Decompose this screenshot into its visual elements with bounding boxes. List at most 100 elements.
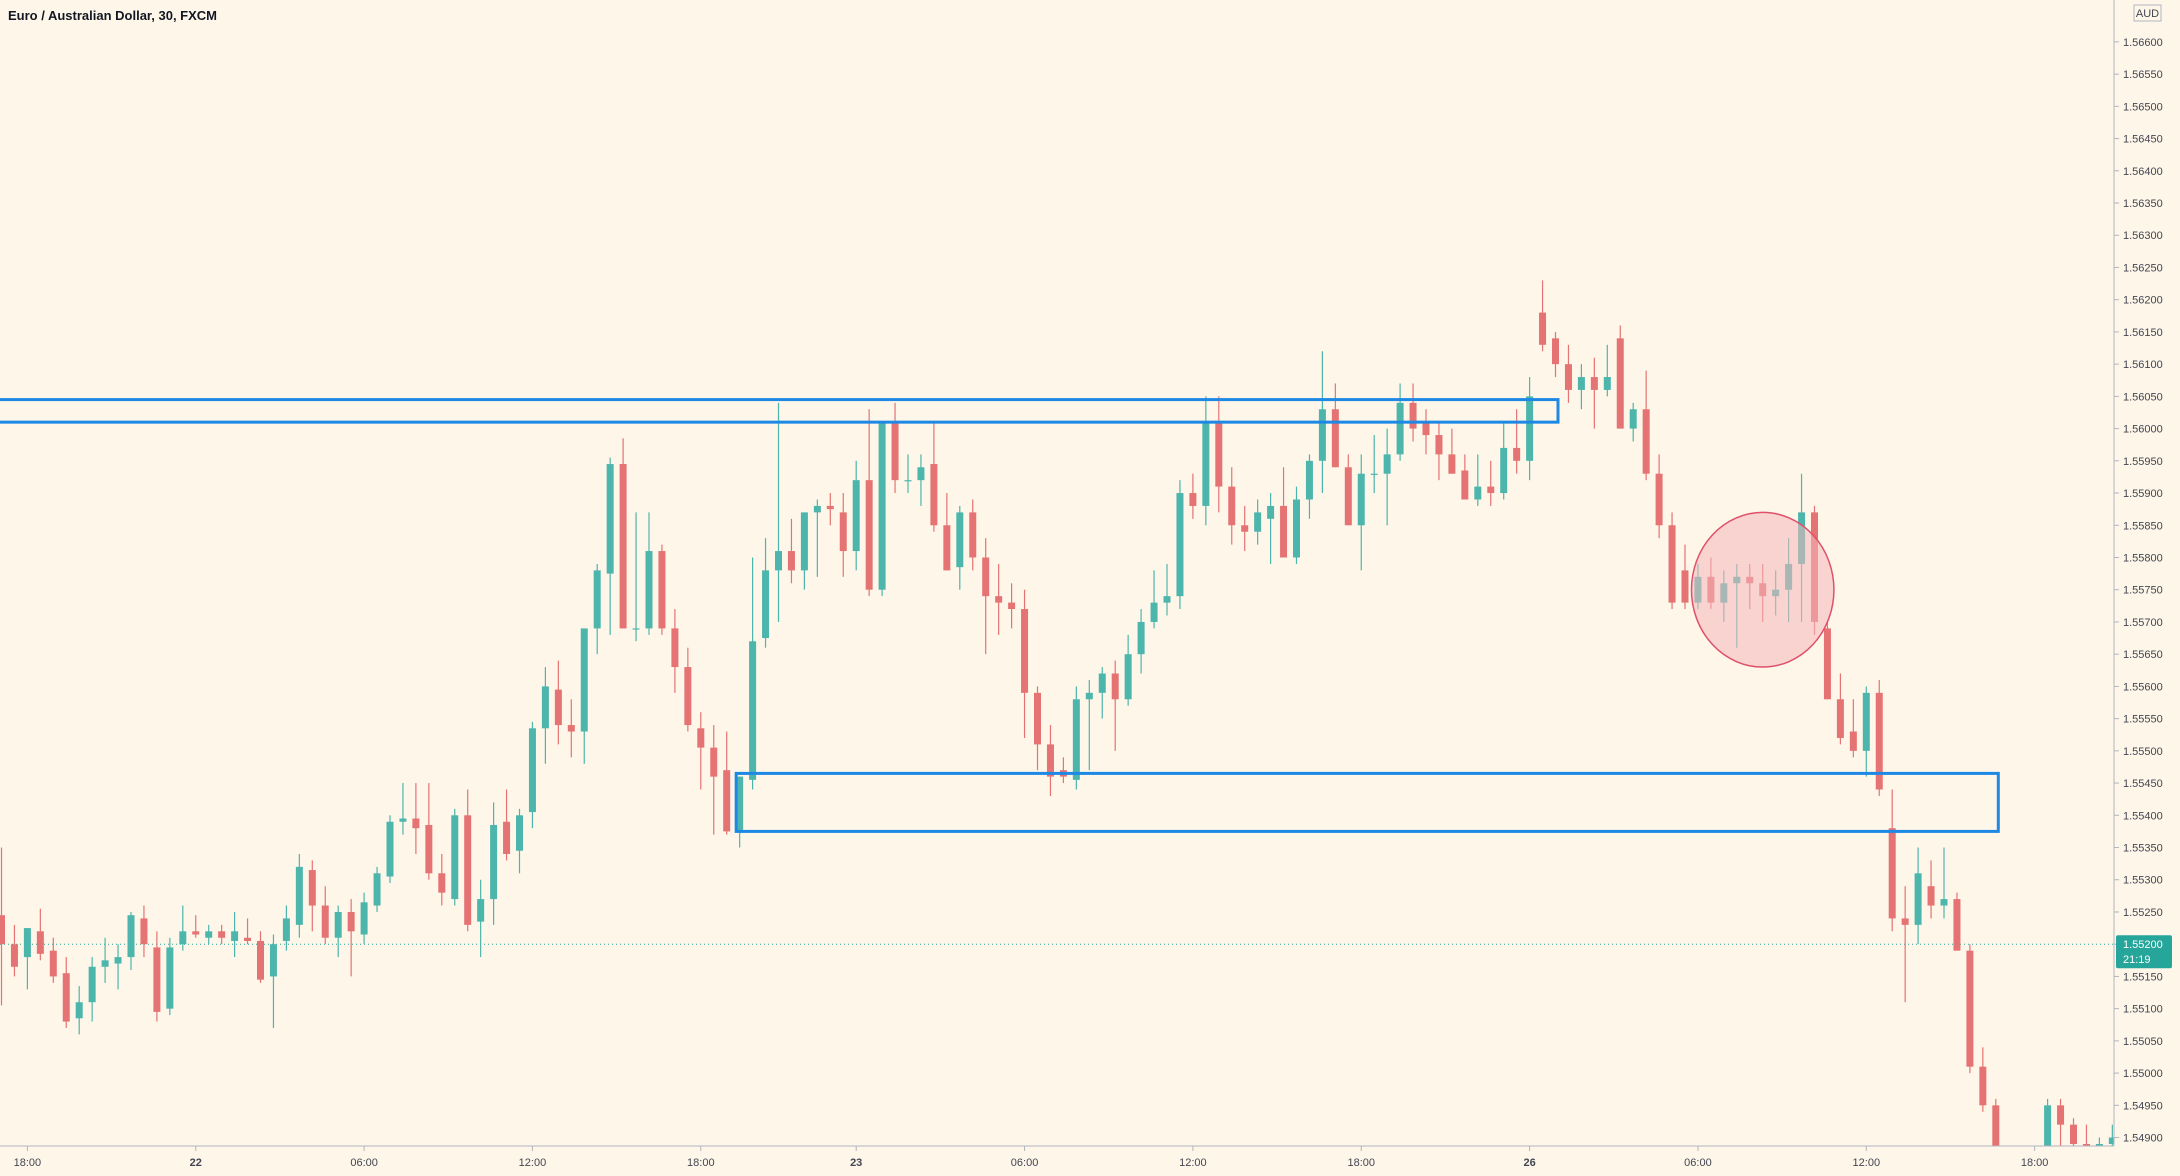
candle — [723, 731, 731, 835]
zone-rectangle[interactable] — [734, 771, 2000, 833]
candle — [1681, 544, 1689, 610]
candle-body — [101, 960, 109, 967]
price-axis[interactable]: 1.56600 1.56550 1.56500 1.56450 1.56400 1.563… — [2113, 0, 2172, 1146]
candle-body — [1979, 1066, 1987, 1106]
candle — [0, 847, 5, 1006]
candle — [257, 931, 264, 983]
candle — [787, 518, 795, 584]
candle-body — [192, 931, 200, 935]
candle-body — [438, 873, 446, 893]
price-tick-label: 1.55950 — [2123, 456, 2163, 468]
candle — [1202, 396, 1210, 526]
candle — [1966, 944, 1974, 1074]
candle — [1474, 454, 1482, 506]
candle-body — [1914, 873, 1922, 925]
price-tick-label: 1.55600 — [2123, 681, 2163, 693]
price-tick-label: 1.55350 — [2123, 843, 2163, 855]
currency-label: AUD — [2136, 8, 2159, 20]
candle-body — [1241, 525, 1249, 532]
candle — [684, 647, 692, 732]
candle-body — [1034, 692, 1041, 745]
candle — [1953, 892, 1961, 951]
last-price-tag: 1.55200 21:19 — [2116, 935, 2172, 969]
price-tick-label: 1.55100 — [2123, 1004, 2163, 1016]
candle-body — [1215, 422, 1223, 487]
candle — [75, 986, 83, 1035]
candle — [1357, 454, 1365, 571]
candle — [269, 934, 277, 1028]
candle-body — [477, 899, 485, 922]
candle — [1228, 467, 1236, 545]
price-tick-label: 1.55700 — [2123, 617, 2163, 629]
candle — [1655, 454, 1663, 539]
candle-body — [386, 821, 394, 877]
candle-body — [114, 957, 122, 964]
candle-body — [541, 686, 549, 729]
candle-body — [1124, 654, 1132, 700]
candle — [477, 879, 485, 958]
price-tick-label: 1.56600 — [2123, 37, 2163, 49]
candle — [1668, 512, 1676, 610]
candle — [425, 783, 433, 880]
candle-body — [1823, 628, 1831, 700]
candle-body — [554, 689, 562, 726]
candle — [2005, 1150, 2012, 1176]
candle — [1940, 847, 1948, 919]
candle — [282, 905, 290, 951]
candle-body — [166, 947, 174, 1009]
price-tick-label: 1.56000 — [2123, 424, 2163, 436]
candle — [813, 499, 821, 577]
candle — [1500, 422, 1508, 500]
candle — [2044, 1098, 2052, 1146]
candle — [1487, 460, 1495, 506]
price-tick-label: 1.55750 — [2123, 585, 2163, 597]
time-tick-label: 12:00 — [1179, 1157, 1207, 1169]
candle — [775, 402, 782, 622]
candle — [1590, 357, 1598, 429]
candle — [490, 802, 498, 925]
currency-box — [2133, 4, 2162, 22]
candle-body — [1862, 692, 1870, 751]
candle-body — [1150, 602, 1158, 622]
candle — [347, 899, 355, 977]
zone-rectangle[interactable] — [0, 398, 1560, 424]
candle — [956, 505, 964, 590]
candle — [2057, 1098, 2065, 1146]
price-tick-label: 1.55800 — [2123, 552, 2163, 564]
candle-body — [528, 728, 536, 813]
candle — [1267, 493, 1275, 564]
countdown-label: 21:19 — [2123, 954, 2151, 966]
candle-body — [49, 950, 57, 977]
candle — [88, 957, 96, 1022]
candle-body — [2082, 1143, 2090, 1146]
candle-body — [88, 966, 96, 1003]
candle — [1552, 331, 1559, 378]
candle — [1927, 860, 1935, 919]
price-tick-label: 1.56500 — [2123, 101, 2163, 113]
candle-body — [969, 512, 977, 558]
candle — [244, 918, 252, 945]
candle-body — [1008, 602, 1016, 610]
candle-body — [1072, 699, 1080, 780]
candle-body — [775, 551, 782, 571]
highlight-ellipse[interactable] — [1690, 511, 1835, 668]
candle — [1344, 454, 1352, 526]
candle — [749, 557, 757, 790]
candle-body — [1046, 744, 1054, 777]
candle-body — [930, 464, 938, 526]
candle-body — [1409, 402, 1417, 429]
price-tick-label: 1.55400 — [2123, 810, 2163, 822]
candle-body — [839, 512, 847, 552]
candle — [10, 924, 18, 977]
candle-body — [1085, 692, 1093, 700]
candle — [1642, 370, 1650, 481]
candle — [554, 660, 562, 745]
candle — [1046, 725, 1054, 796]
candle-body — [490, 824, 498, 900]
price-tick-label: 1.55300 — [2123, 875, 2163, 887]
time-axis[interactable]: 18:00 22 06:00 12:00 18:00 23 06:00 12:00 18:00 2… — [0, 1145, 2180, 1169]
candle — [399, 783, 407, 835]
currency-badge[interactable]: AUD — [2133, 4, 2162, 22]
